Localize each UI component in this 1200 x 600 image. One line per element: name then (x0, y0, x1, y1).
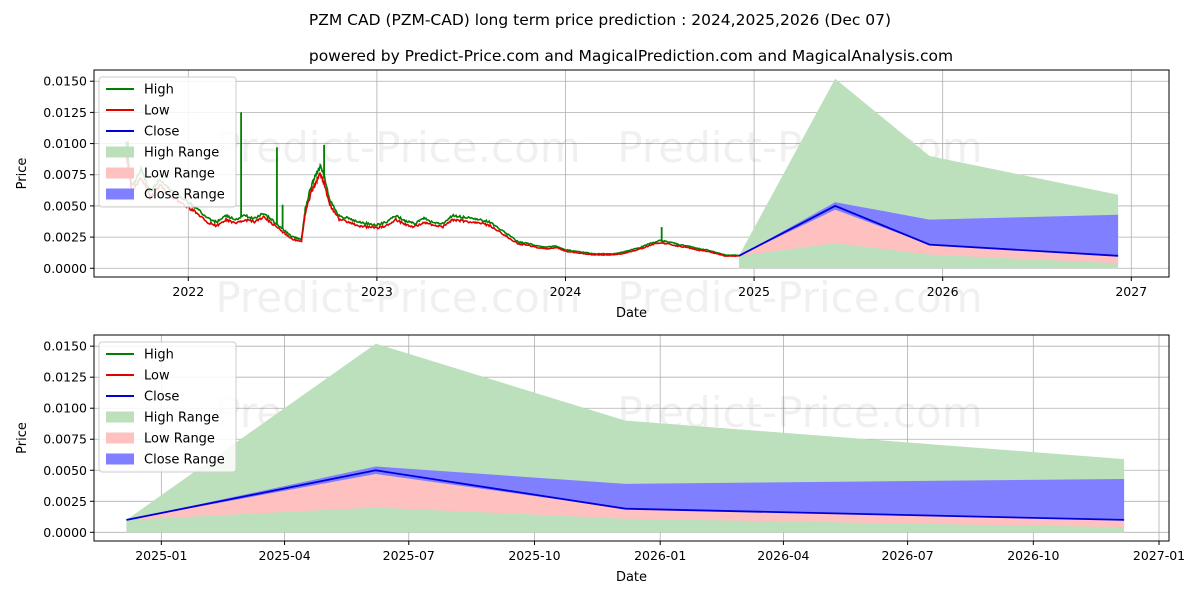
bottom-legend-label-high: High (144, 348, 174, 363)
top-y-tick-label: 0.0125 (43, 105, 87, 120)
bottom-legend-label-low-range: Low Range (144, 432, 215, 447)
top-low-history-line (125, 154, 740, 258)
bottom-low-range-area (126, 470, 1125, 528)
bottom-y-tick-label: 0.0025 (43, 494, 87, 509)
top-low-range-area (739, 205, 1119, 264)
top-legend-swatch-close-range (106, 188, 134, 200)
top-high-history-line (125, 141, 740, 257)
bottom-y-tick-label: 0.0100 (43, 401, 87, 416)
top-x-tick-label: 2024 (550, 284, 582, 299)
bottom-legend-swatch-low-range (106, 432, 134, 444)
top-x-tick-label: 2026 (927, 284, 959, 299)
top-close-prediction-line (738, 204, 1119, 257)
bottom-x-tick-label: 2025-01 (135, 548, 187, 563)
top-y-tick-label: 0.0050 (43, 198, 87, 213)
top-x-tick-label: 2023 (361, 284, 393, 299)
bottom-y-tick-label: 0.0000 (43, 525, 87, 540)
bottom-legend-label-close: Close (144, 390, 179, 405)
top-x-axis-label: Date (616, 306, 647, 321)
top-y-tick-label: 0.0000 (43, 261, 87, 276)
bottom-legend-label-high-range: High Range (144, 411, 219, 426)
bottom-close-prediction-line (126, 469, 1125, 521)
bottom-x-axis-label: Date (616, 570, 647, 585)
bottom-y-tick-label: 0.0150 (43, 339, 87, 354)
top-legend-swatch-low-range (106, 167, 134, 179)
top-watermark: Predict-Price.com (617, 273, 982, 322)
top-chart-panel: Predict-Price.com Predict-Price.com Predic… (15, 69, 1170, 322)
bottom-x-tick-label: 2027-01 (1133, 548, 1185, 563)
bottom-x-tick-label: 2026-04 (757, 548, 809, 563)
bottom-x-tick-label: 2026-10 (1007, 548, 1059, 563)
chart-title: PZM CAD (PZM-CAD) long term price predic… (309, 11, 891, 29)
chart-subtitle: powered by Predict-Price.com and Magical… (309, 47, 953, 65)
top-legend-label-close: Close (144, 125, 179, 140)
bottom-legend-label-close-range: Close Range (144, 453, 225, 468)
top-legend-label-low-range: Low Range (144, 167, 215, 182)
bottom-legend-swatch-high-range (106, 411, 134, 423)
bottom-x-tick-label: 2025-04 (258, 548, 310, 563)
bottom-legend-label-low: Low (144, 369, 170, 384)
top-close-range-area (739, 202, 1119, 256)
bottom-y-tick-label: 0.0050 (43, 463, 87, 478)
bottom-axes-frame (93, 334, 1170, 542)
top-x-tick-label: 2027 (1115, 284, 1147, 299)
top-legend-label-high-range: High Range (144, 146, 219, 161)
bottom-x-tick-label: 2026-07 (881, 548, 933, 563)
bottom-chart-panel: Predict-Price.comPredict-Price.com2025-0… (15, 334, 1185, 585)
top-x-tick-label: 2025 (738, 284, 770, 299)
top-y-tick-label: 0.0075 (43, 167, 87, 182)
top-legend-label-low: Low (144, 104, 170, 119)
top-legend-label-high: High (144, 83, 174, 98)
top-y-tick-label: 0.0100 (43, 136, 87, 151)
bottom-x-tick-label: 2025-10 (508, 548, 560, 563)
bottom-x-tick-label: 2025-07 (383, 548, 435, 563)
top-y-tick-label: 0.0150 (43, 74, 87, 89)
bottom-y-tick-label: 0.0075 (43, 432, 87, 447)
bottom-x-tick-label: 2026-01 (634, 548, 686, 563)
top-legend-label-close-range: Close Range (144, 188, 225, 203)
bottom-close-range-area (126, 466, 1125, 520)
top-axes-frame (93, 69, 1170, 278)
bottom-y-tick-label: 0.0125 (43, 370, 87, 385)
top-y-axis-label: Price (15, 158, 30, 190)
top-legend-swatch-high-range (106, 146, 134, 158)
bottom-legend-swatch-close-range (106, 453, 134, 465)
top-watermark: Predict-Price.com (215, 273, 580, 322)
top-x-tick-label: 2022 (172, 284, 204, 299)
top-y-tick-label: 0.0025 (43, 230, 87, 245)
top-watermark: Predict-Price.com (215, 123, 580, 172)
bottom-y-axis-label: Price (15, 422, 30, 454)
